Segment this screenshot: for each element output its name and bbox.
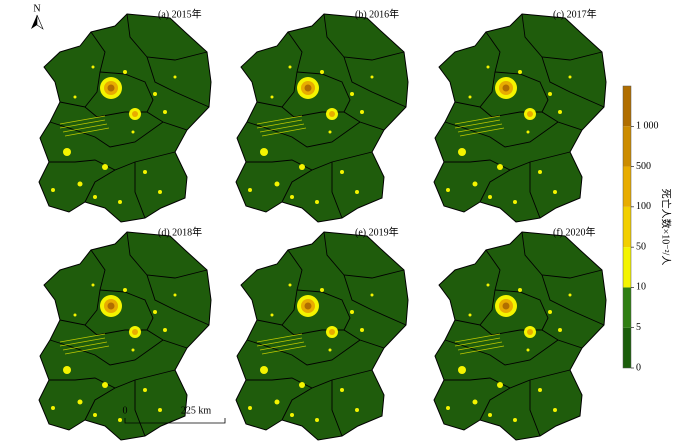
map-panel: (c) 2017年 [433, 7, 607, 223]
map-panel: (e) 2019年 [235, 225, 409, 441]
panel-label: (c) 2017年 [553, 7, 597, 20]
legend-tick-label: 10 [636, 282, 646, 293]
legend-tick-label: 100 [636, 201, 651, 212]
legend-band [623, 86, 631, 127]
map-panel: (f) 2020年 [433, 225, 607, 441]
legend-band [623, 206, 631, 248]
legend-tick-label: 0 [636, 362, 641, 373]
panel-label: (e) 2019年 [355, 225, 399, 238]
legend-title: 死亡人数×10⁻²/人 [660, 189, 673, 266]
legend: 0 5 10 50 100 500 1 000 死亡人数×10⁻²/人 [622, 85, 673, 373]
legend-tick-label: 500 [636, 161, 651, 172]
legend-band [623, 287, 631, 328]
region-map [235, 231, 409, 441]
scale-bar: 0 225 km [123, 405, 226, 424]
region-map [433, 231, 607, 441]
north-label: N [33, 3, 40, 14]
panel-label: (d) 2018年 [158, 225, 202, 238]
scale-end: 225 km [181, 405, 212, 416]
panel-label: (b) 2016年 [355, 7, 399, 20]
map-panel: (a) 2015年 [38, 7, 212, 223]
legend-band [623, 247, 631, 288]
legend-band [623, 166, 631, 207]
panel-label: (f) 2020年 [553, 225, 596, 238]
legend-tick-label: 5 [636, 322, 641, 333]
map-panel: (b) 2016年 [235, 7, 409, 223]
region-map [38, 13, 212, 223]
north-arrow: N [31, 3, 44, 30]
map-panels: (a) 2015年 (b) 2016年 (c) 2017年 (d) 2018年 (e) … [38, 7, 607, 441]
legend-tick-label: 1 000 [636, 121, 659, 132]
legend-tick-label: 50 [636, 241, 646, 252]
panel-label: (a) 2015年 [158, 7, 202, 20]
region-map [433, 13, 607, 223]
region-map [235, 13, 409, 223]
legend-band [623, 126, 631, 167]
legend-frame [622, 85, 632, 369]
legend-band [623, 327, 631, 368]
map-panel: (d) 2018年 [38, 225, 212, 441]
scale-start: 0 [123, 405, 128, 416]
